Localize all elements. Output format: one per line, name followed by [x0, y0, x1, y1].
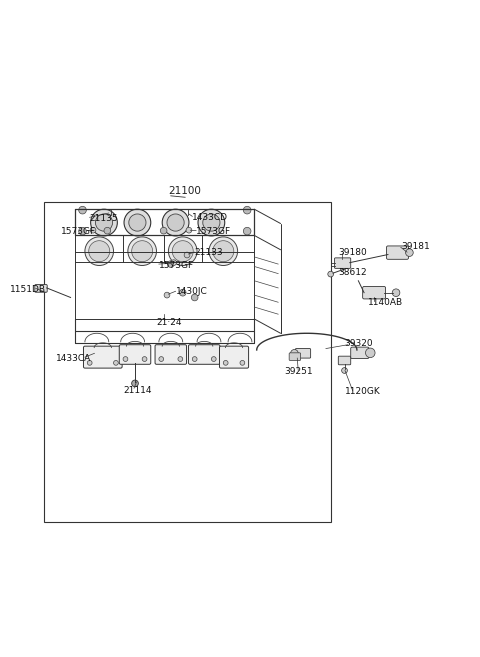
Text: 1573GF: 1573GF: [196, 227, 231, 236]
FancyBboxPatch shape: [84, 346, 122, 368]
Circle shape: [167, 214, 184, 231]
Circle shape: [406, 249, 413, 256]
Circle shape: [186, 227, 192, 233]
Text: 21133: 21133: [195, 248, 223, 257]
FancyBboxPatch shape: [351, 347, 369, 359]
Circle shape: [87, 361, 92, 365]
Circle shape: [168, 237, 197, 265]
Circle shape: [168, 261, 174, 267]
Circle shape: [365, 348, 375, 357]
Circle shape: [132, 240, 153, 261]
Text: 1140AB: 1140AB: [368, 298, 403, 307]
Text: 39180: 39180: [338, 248, 367, 257]
Circle shape: [209, 237, 238, 265]
Circle shape: [159, 357, 164, 361]
FancyBboxPatch shape: [338, 356, 351, 365]
Circle shape: [203, 214, 220, 231]
FancyBboxPatch shape: [155, 345, 187, 364]
Circle shape: [290, 350, 298, 357]
Circle shape: [240, 361, 245, 365]
Text: 1433CD: 1433CD: [192, 213, 228, 222]
Circle shape: [192, 294, 198, 301]
Circle shape: [124, 209, 151, 236]
Circle shape: [392, 289, 400, 296]
Circle shape: [198, 209, 225, 236]
Circle shape: [90, 227, 96, 233]
FancyBboxPatch shape: [386, 246, 408, 260]
Circle shape: [178, 357, 183, 361]
Circle shape: [172, 240, 193, 261]
Text: 1430JC: 1430JC: [176, 286, 207, 296]
Bar: [44, 202, 331, 522]
Circle shape: [96, 214, 113, 231]
FancyBboxPatch shape: [219, 346, 249, 368]
Circle shape: [160, 227, 167, 234]
Text: 1433CA: 1433CA: [56, 353, 92, 363]
Circle shape: [192, 357, 197, 361]
Circle shape: [243, 227, 251, 235]
Circle shape: [79, 227, 86, 235]
Circle shape: [223, 361, 228, 365]
Circle shape: [162, 209, 189, 236]
FancyBboxPatch shape: [289, 353, 300, 361]
Circle shape: [180, 289, 186, 296]
Text: 21·24: 21·24: [156, 318, 182, 327]
Circle shape: [328, 271, 334, 277]
FancyBboxPatch shape: [363, 286, 385, 299]
Text: 1151DB: 1151DB: [10, 285, 46, 294]
Circle shape: [129, 214, 146, 231]
Text: 39320: 39320: [344, 339, 372, 348]
Circle shape: [342, 368, 348, 373]
FancyBboxPatch shape: [295, 349, 311, 358]
FancyBboxPatch shape: [119, 345, 151, 364]
Circle shape: [142, 357, 147, 361]
Circle shape: [89, 240, 110, 261]
Circle shape: [104, 227, 111, 234]
Text: 39251: 39251: [284, 367, 313, 376]
FancyBboxPatch shape: [35, 284, 47, 292]
Circle shape: [132, 380, 138, 387]
Circle shape: [171, 260, 177, 265]
Circle shape: [79, 206, 86, 214]
Text: 21100: 21100: [168, 186, 202, 196]
Text: 1120GK: 1120GK: [345, 387, 381, 396]
Circle shape: [184, 252, 190, 258]
FancyBboxPatch shape: [189, 345, 220, 364]
Text: 1573GF: 1573GF: [61, 227, 96, 236]
Circle shape: [211, 357, 216, 361]
Text: 39181: 39181: [401, 242, 430, 251]
Circle shape: [164, 292, 170, 298]
Circle shape: [91, 209, 117, 236]
FancyBboxPatch shape: [335, 258, 351, 268]
Text: 38612: 38612: [338, 267, 366, 277]
Circle shape: [123, 357, 128, 361]
Circle shape: [128, 237, 156, 265]
Circle shape: [85, 237, 114, 265]
Circle shape: [114, 361, 118, 365]
Text: 21135: 21135: [90, 214, 118, 223]
Text: 21114: 21114: [123, 386, 152, 395]
Circle shape: [243, 206, 251, 214]
Text: 1573GF: 1573GF: [159, 261, 194, 269]
Circle shape: [213, 240, 234, 261]
